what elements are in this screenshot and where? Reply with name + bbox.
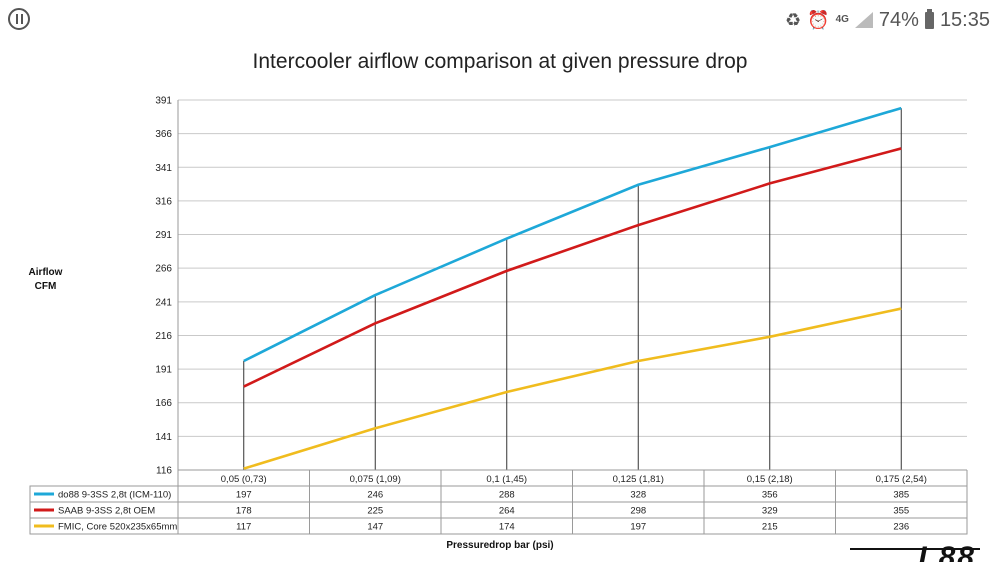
alarm-icon: ⏰ (807, 10, 830, 30)
chart-title: Intercooler airflow comparison at given … (252, 50, 748, 73)
x-tick-label: 0,175 (2,54) (876, 474, 927, 485)
data-value-label: 298 (630, 506, 646, 517)
y-tick-label: 266 (155, 264, 172, 275)
y-tick-label: 241 (155, 297, 172, 308)
y-axis-title: Airflow CFM (28, 267, 63, 292)
y-tick-label: 366 (155, 129, 172, 140)
battery-percent: 74% (878, 8, 919, 31)
series-line (243, 307, 902, 470)
y-tick-label: 291 (155, 230, 172, 241)
y-tick-label: 116 (156, 466, 172, 477)
y-tick-label: 191 (155, 365, 172, 376)
data-value-label: 197 (630, 522, 646, 533)
x-tick-label: 0,125 (1,81) (613, 474, 664, 485)
y-tick-label: 166 (155, 398, 172, 409)
x-tick-label: 0,05 (0,73) (221, 474, 267, 485)
data-value-label: 329 (762, 506, 778, 517)
data-value-label: 174 (499, 522, 515, 533)
data-value-label: 197 (236, 490, 252, 501)
x-tick-label: 0,1 (1,45) (486, 474, 527, 485)
y-tick-label: 216 (155, 331, 172, 342)
signal-icon (854, 12, 873, 28)
network-type: 4G (835, 14, 849, 25)
battery-icon (924, 8, 934, 29)
watermark-logo: L88 (850, 546, 980, 562)
series-line (243, 106, 902, 363)
legend-label: SAAB 9-3SS 2,8t OEM (58, 506, 155, 517)
legend-label: do88 9-3SS 2,8t (ICM-110) (58, 490, 171, 501)
data-value-label: 236 (893, 522, 909, 533)
data-value-label: 178 (236, 506, 252, 517)
series-line (243, 147, 902, 388)
status-icons: ♻ ⏰ 4G 74% 15:35 (785, 6, 990, 34)
data-value-label: 355 (893, 506, 909, 517)
y-tick-label: 141 (155, 432, 172, 443)
clock: 15:35 (939, 8, 990, 31)
x-axis-title: Pressuredrop bar (psi) (446, 540, 554, 551)
x-tick-label: 0,15 (2,18) (747, 474, 793, 485)
data-value-label: 225 (367, 506, 383, 517)
data-value-label: 288 (499, 490, 515, 501)
data-value-label: 147 (367, 522, 383, 533)
y-tick-label: 341 (155, 163, 172, 174)
legend-label: FMIC, Core 520x235x65mm (58, 522, 177, 533)
data-value-label: 215 (762, 522, 778, 533)
data-value-label: 328 (630, 490, 646, 501)
data-value-label: 117 (236, 522, 251, 533)
y-tick-label: 391 (155, 96, 172, 107)
app-logo-icon (8, 8, 30, 30)
status-bar: ♻ ⏰ 4G 74% 15:35 (0, 0, 1000, 40)
x-tick-label: 0,075 (1,09) (350, 474, 401, 485)
data-value-label: 356 (762, 490, 778, 501)
data-value-label: 385 (893, 490, 909, 501)
y-tick-label: 316 (155, 196, 172, 207)
battery-saver-icon: ♻ (785, 10, 802, 30)
data-value-label: 264 (499, 506, 515, 517)
watermark-text: L88 (918, 546, 976, 562)
data-value-label: 246 (367, 490, 383, 501)
